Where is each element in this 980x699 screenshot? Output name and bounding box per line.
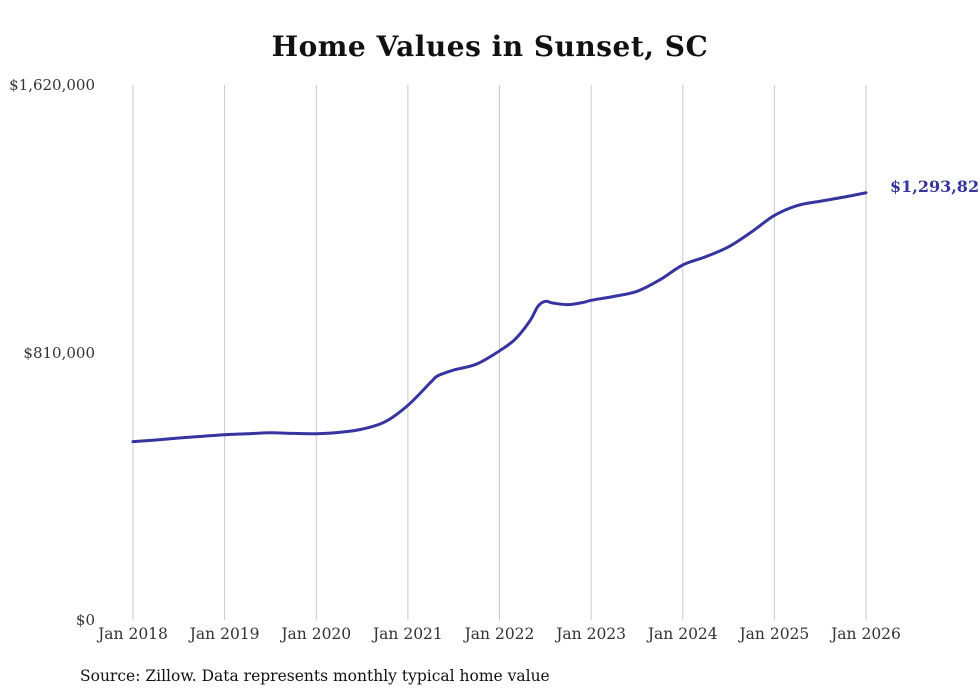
source-note: Source: Zillow. Data represents monthly …	[80, 667, 550, 685]
x-tick-label: Jan 2019	[189, 625, 260, 643]
x-tick-label: Jan 2020	[281, 625, 352, 643]
gridlines	[132, 85, 867, 620]
y-tick-label: $0	[75, 611, 95, 629]
x-tick-label: Jan 2024	[647, 625, 718, 643]
chart-title: Home Values in Sunset, SC	[271, 30, 709, 63]
x-tick-label: Jan 2022	[464, 625, 535, 643]
series-line	[131, 191, 868, 444]
latest-value-label: $1,293,823	[890, 177, 980, 196]
y-tick-label: $810,000	[23, 343, 95, 362]
x-tick-label: Jan 2023	[556, 625, 627, 643]
x-tick-label: Jan 2025	[739, 625, 810, 643]
y-tick-label: $1,620,000	[9, 76, 95, 94]
x-tick-label: Jan 2021	[372, 625, 443, 643]
x-tick-label: Jan 2026	[831, 625, 901, 643]
x-tick-label: Jan 2018	[98, 625, 168, 643]
